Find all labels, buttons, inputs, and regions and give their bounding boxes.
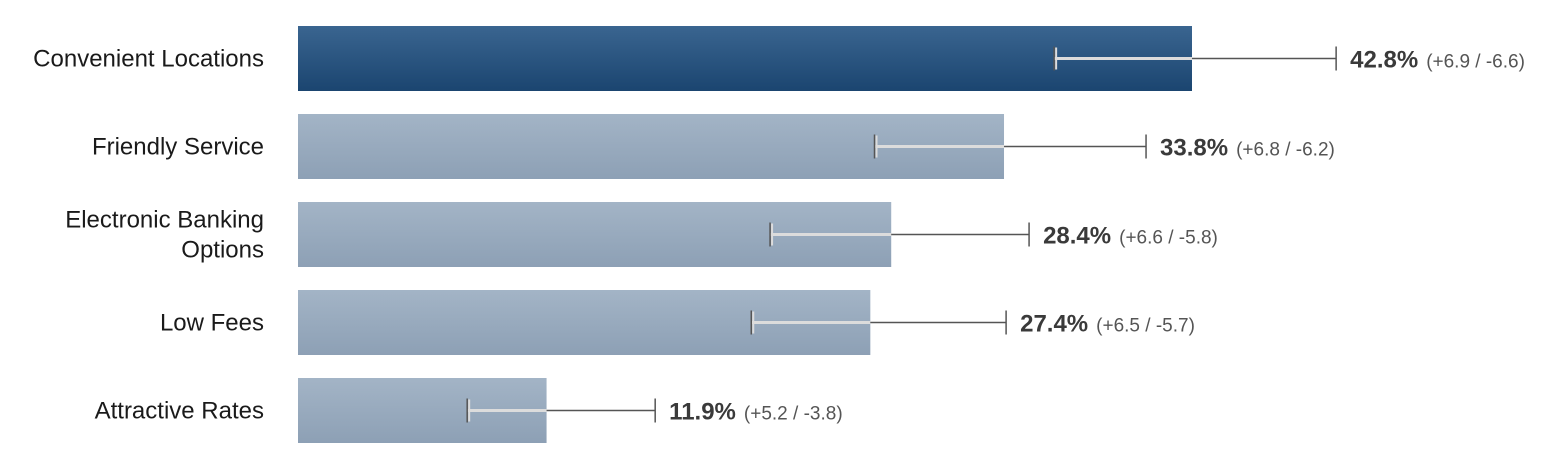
data-label: 28.4% (+6.6 / -5.8) — [1043, 223, 1218, 250]
error-bar — [750, 310, 1007, 335]
bar — [298, 26, 1192, 91]
category-label: Attractive Rates — [95, 398, 264, 425]
category-label: Friendly Service — [92, 134, 264, 161]
bar-row-0: Convenient Locations 42.8% (+6.9 / -6.6) — [33, 26, 1525, 91]
category-label: Electronic Banking Options — [65, 207, 264, 264]
error-bar — [873, 134, 1147, 159]
data-label: 42.8% (+6.9 / -6.6) — [1350, 47, 1525, 74]
category-label: Convenient Locations — [33, 46, 264, 73]
bar-row-4: Attractive Rates 11.9% (+5.2 / -3.8) — [95, 378, 843, 443]
error-bar — [466, 398, 656, 423]
bar-row-2: Electronic Banking Options 28.4% (+6.6 / -5… — [65, 202, 1218, 267]
error-bar — [1053, 46, 1337, 71]
category-label: Low Fees — [160, 310, 264, 337]
data-label: 11.9% (+5.2 / -3.8) — [669, 399, 842, 426]
data-label: 27.4% (+6.5 / -5.7) — [1020, 311, 1195, 338]
bars-layer: Convenient Locations 42.8% (+6.9 / -6.6) Fr… — [33, 26, 1525, 443]
error-bar — [769, 222, 1030, 247]
bar-row-1: Friendly Service 33.8% (+6.8 / -6.2) — [92, 114, 1335, 179]
bar-row-3: Low Fees 27.4% (+6.5 / -5.7) — [160, 290, 1195, 355]
data-label: 33.8% (+6.8 / -6.2) — [1160, 135, 1335, 162]
